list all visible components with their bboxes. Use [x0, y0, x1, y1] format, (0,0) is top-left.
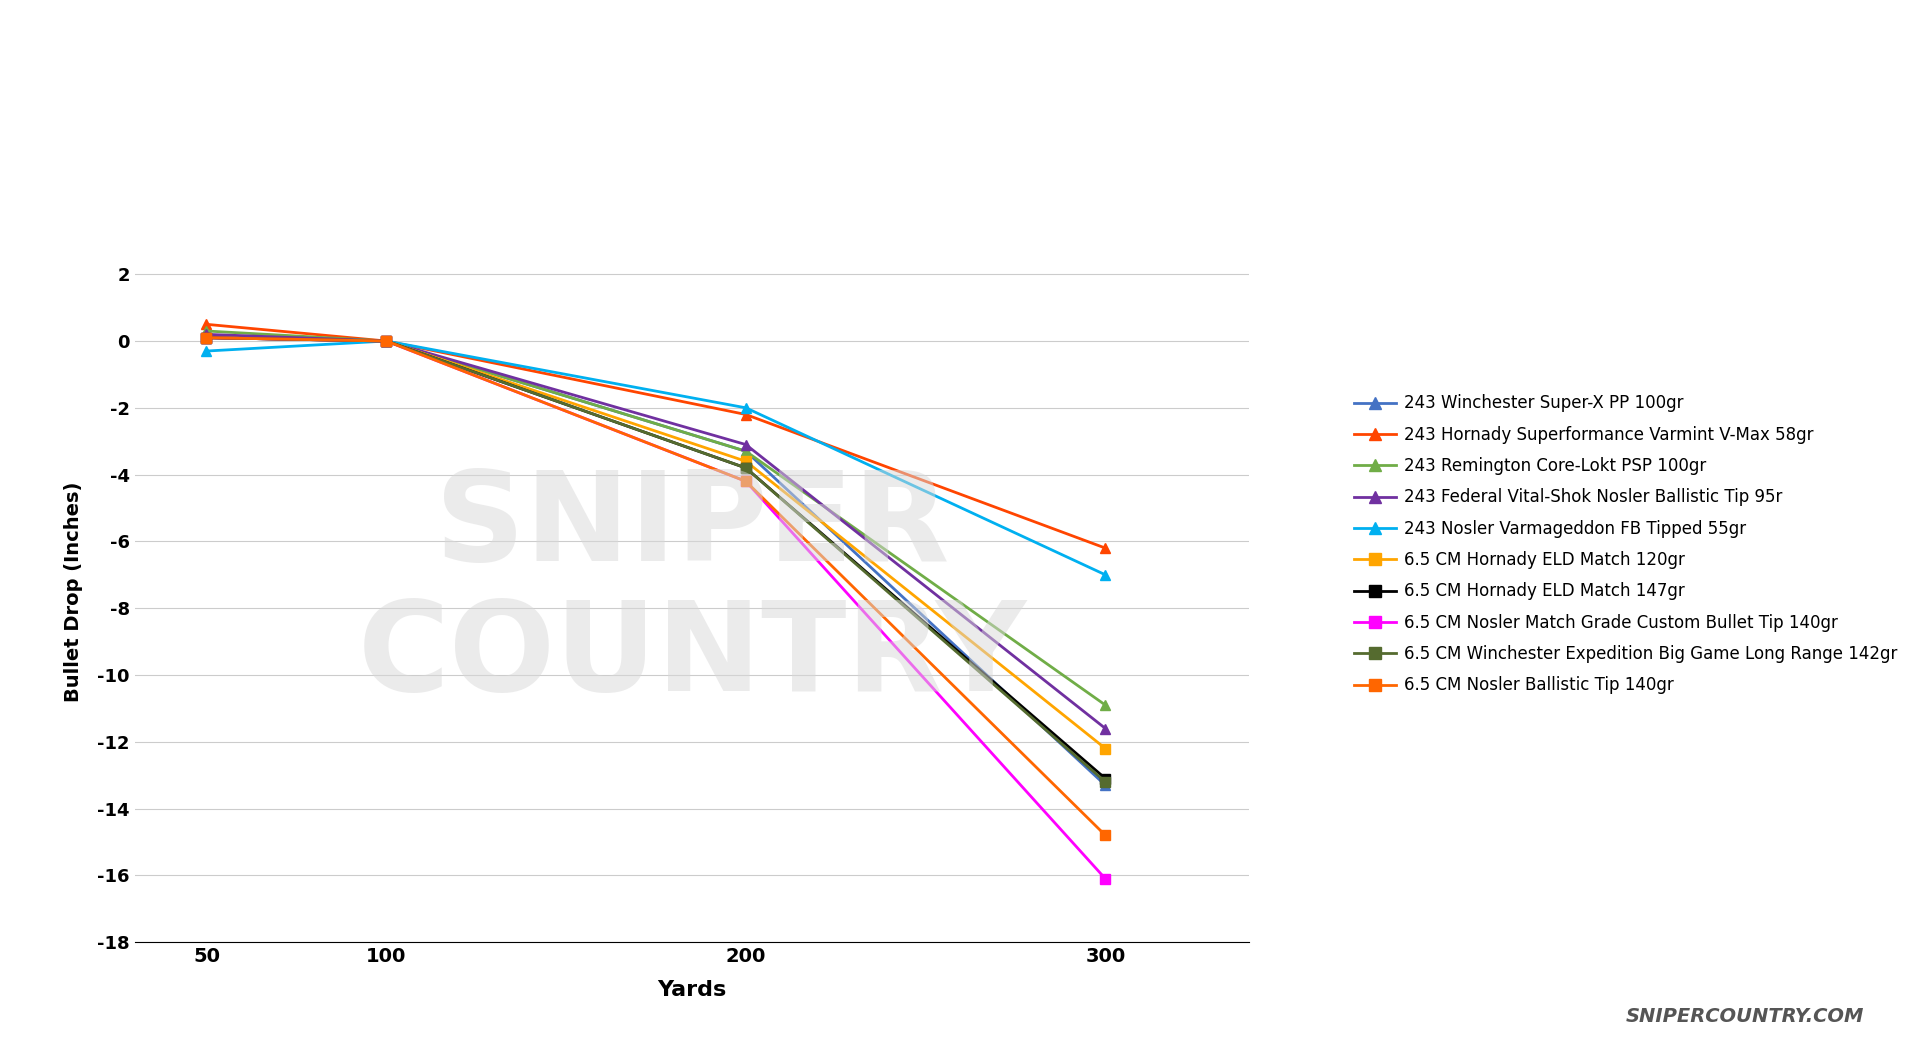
Text: SNIPER
COUNTRY: SNIPER COUNTRY	[357, 466, 1026, 717]
Text: SNIPERCOUNTRY.COM: SNIPERCOUNTRY.COM	[1626, 1007, 1864, 1026]
Y-axis label: Bullet Drop (Inches): Bullet Drop (Inches)	[63, 482, 83, 701]
X-axis label: Yards: Yards	[657, 980, 727, 1000]
Text: SHORT RANGE TRAJECTORY: SHORT RANGE TRAJECTORY	[234, 39, 1688, 131]
Legend: 243 Winchester Super-X PP 100gr, 243 Hornady Superformance Varmint V-Max 58gr, 2: 243 Winchester Super-X PP 100gr, 243 Hor…	[1347, 387, 1905, 701]
